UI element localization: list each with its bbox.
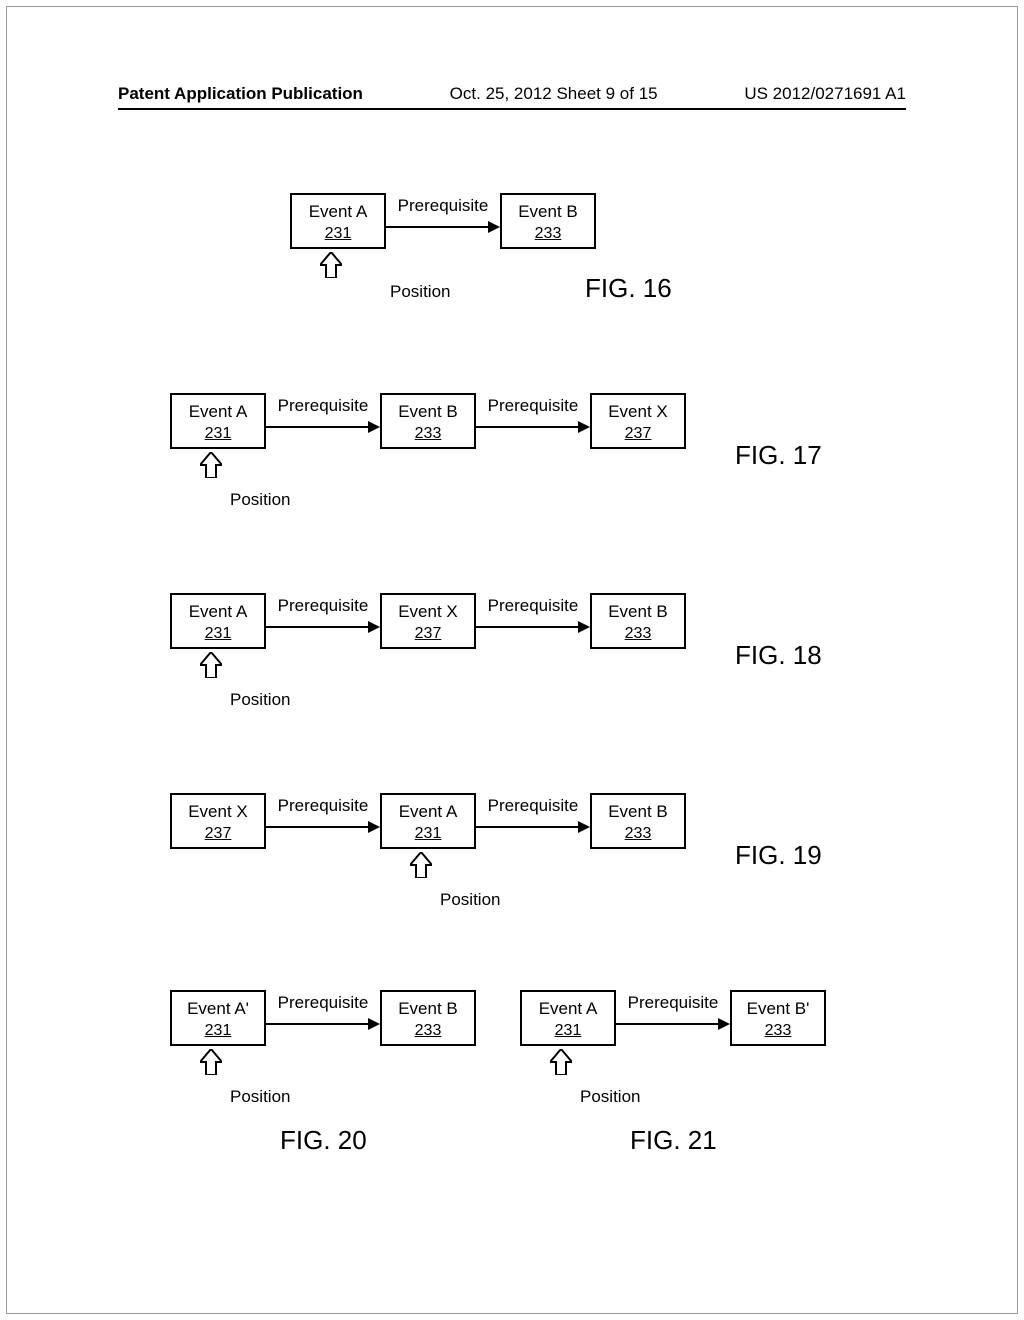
event-name: Event A: [399, 802, 458, 821]
fig21-position-arrow-icon: [550, 1049, 572, 1077]
fig20-arrow: [266, 1023, 378, 1025]
event-ref: 237: [382, 624, 474, 644]
fig17-prereq-label-1: Prerequisite: [268, 396, 378, 416]
fig18-label: FIG. 18: [735, 640, 822, 671]
fig18-arrow-2: [476, 626, 588, 628]
fig16-position-arrow-icon: [320, 252, 342, 280]
fig18-arrow-1: [266, 626, 378, 628]
fig17-event-b: Event B 233: [380, 393, 476, 449]
fig16-prereq-label: Prerequisite: [388, 196, 498, 216]
fig19-arrow-1: [266, 826, 378, 828]
event-name: Event B: [398, 999, 458, 1018]
fig17-prereq-label-2: Prerequisite: [478, 396, 588, 416]
date-sheet: Oct. 25, 2012 Sheet 9 of 15: [450, 84, 658, 104]
fig21-arrow: [616, 1023, 728, 1025]
fig20-event-ap: Event A' 231: [170, 990, 266, 1046]
fig21-event-bp: Event B' 233: [730, 990, 826, 1046]
fig16-event-a: Event A 231: [290, 193, 386, 249]
fig19-label: FIG. 19: [735, 840, 822, 871]
fig18-event-a: Event A 231: [170, 593, 266, 649]
event-name: Event B: [608, 602, 668, 621]
fig18-position-arrow-icon: [200, 652, 222, 680]
event-ref: 233: [732, 1021, 824, 1041]
event-name: Event A': [187, 999, 249, 1018]
event-ref: 231: [172, 1021, 264, 1041]
fig17-arrow-1: [266, 426, 378, 428]
fig19-event-b: Event B 233: [590, 793, 686, 849]
fig20-event-b: Event B 233: [380, 990, 476, 1046]
page-header: Patent Application Publication Oct. 25, …: [0, 84, 1024, 104]
patent-number: US 2012/0271691 A1: [744, 84, 906, 104]
event-ref: 233: [502, 224, 594, 244]
event-name: Event X: [398, 602, 458, 621]
event-name: Event B: [398, 402, 458, 421]
event-name: Event B': [747, 999, 810, 1018]
header-rule: [118, 108, 906, 110]
event-name: Event A: [189, 602, 248, 621]
event-ref: 231: [382, 824, 474, 844]
fig19-position-label: Position: [440, 890, 500, 910]
fig21-position-label: Position: [580, 1087, 640, 1107]
fig16-event-b: Event B 233: [500, 193, 596, 249]
event-ref: 233: [382, 1021, 474, 1041]
fig19-prereq-label-2: Prerequisite: [478, 796, 588, 816]
fig17-position-arrow-icon: [200, 452, 222, 480]
fig18-event-x: Event X 237: [380, 593, 476, 649]
fig16-position-label: Position: [390, 282, 450, 302]
event-name: Event A: [309, 202, 368, 221]
fig18-event-b: Event B 233: [590, 593, 686, 649]
fig21-label: FIG. 21: [630, 1125, 717, 1156]
fig21-event-a: Event A 231: [520, 990, 616, 1046]
fig18-prereq-label-2: Prerequisite: [478, 596, 588, 616]
fig20-position-arrow-icon: [200, 1049, 222, 1077]
event-name: Event X: [188, 802, 248, 821]
fig18-prereq-label-1: Prerequisite: [268, 596, 378, 616]
event-ref: 231: [172, 624, 264, 644]
fig17-label: FIG. 17: [735, 440, 822, 471]
event-name: Event A: [189, 402, 248, 421]
fig20-label: FIG. 20: [280, 1125, 367, 1156]
fig18-position-label: Position: [230, 690, 290, 710]
fig16-label: FIG. 16: [585, 273, 672, 304]
fig19-event-x: Event X 237: [170, 793, 266, 849]
publication-label: Patent Application Publication: [118, 84, 363, 104]
fig19-prereq-label-1: Prerequisite: [268, 796, 378, 816]
event-ref: 231: [292, 224, 384, 244]
event-ref: 237: [172, 824, 264, 844]
fig17-event-x: Event X 237: [590, 393, 686, 449]
event-name: Event A: [539, 999, 598, 1018]
event-name: Event X: [608, 402, 668, 421]
fig19-position-arrow-icon: [410, 852, 432, 880]
event-ref: 237: [592, 424, 684, 444]
fig21-prereq-label: Prerequisite: [618, 993, 728, 1013]
event-ref: 233: [592, 624, 684, 644]
fig17-position-label: Position: [230, 490, 290, 510]
event-ref: 231: [522, 1021, 614, 1041]
fig20-position-label: Position: [230, 1087, 290, 1107]
fig16-arrow: [386, 226, 498, 228]
fig19-arrow-2: [476, 826, 588, 828]
fig20-prereq-label: Prerequisite: [268, 993, 378, 1013]
event-ref: 231: [172, 424, 264, 444]
fig17-event-a: Event A 231: [170, 393, 266, 449]
event-ref: 233: [382, 424, 474, 444]
event-name: Event B: [518, 202, 578, 221]
fig19-event-a: Event A 231: [380, 793, 476, 849]
fig17-arrow-2: [476, 426, 588, 428]
event-ref: 233: [592, 824, 684, 844]
event-name: Event B: [608, 802, 668, 821]
